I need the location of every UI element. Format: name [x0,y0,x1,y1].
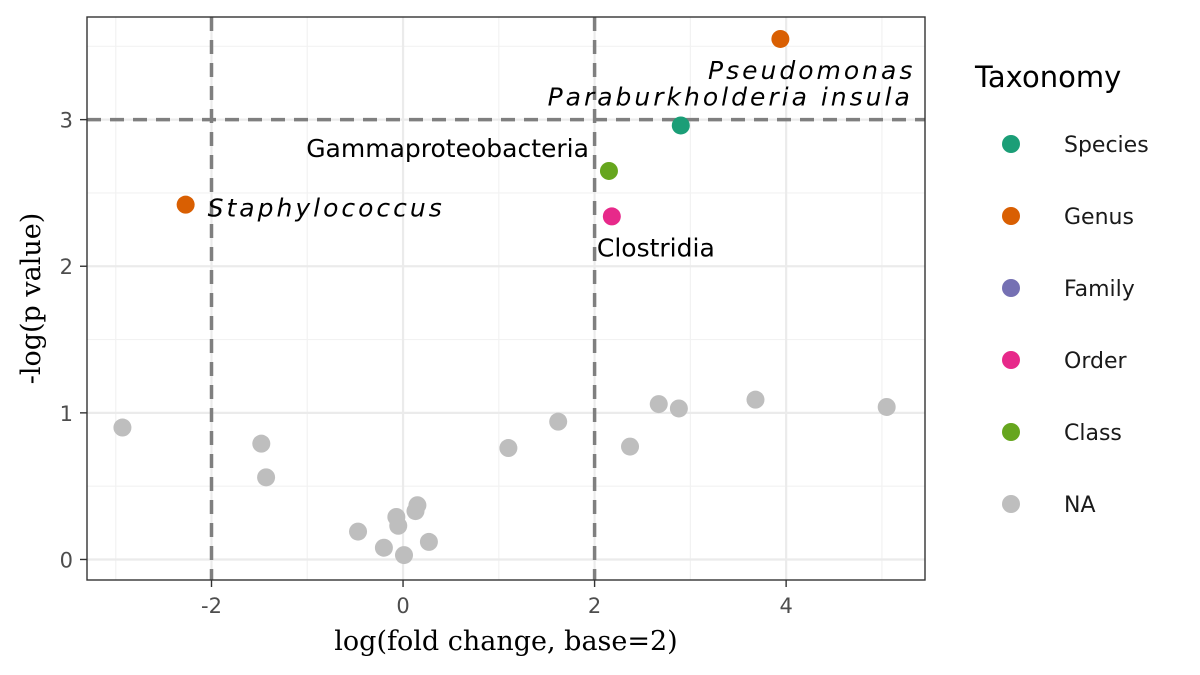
legend-title: Taxonomy [974,60,1121,94]
x-tick-label: 0 [396,594,409,618]
data-point-na [669,399,688,418]
point-label: Clostridia [597,233,715,262]
data-point-species [671,116,690,135]
data-point-na [395,546,414,565]
legend-key-na [1002,495,1020,513]
data-point-na [877,397,896,416]
legend-key-family [1002,279,1020,297]
y-tick-label: 2 [60,255,73,279]
axis-ticks: -2 0 2 4 0 1 2 3 [60,109,793,618]
legend-label-family: Family [1064,277,1135,302]
legend-label-na: NA [1064,493,1096,518]
panel-border [86,16,926,581]
data-point-genus [176,195,195,214]
data-points [113,29,896,565]
data-point-na [649,395,668,414]
y-axis-title: -log(p value) [16,213,47,385]
y-tick-label: 3 [60,109,73,133]
legend-label-order: Order [1064,349,1127,374]
point-label: Gammaproteobacteria [306,134,589,163]
data-point-na [549,412,568,431]
threshold-lines [87,17,925,580]
data-point-na [499,439,518,458]
point-label: Paraburkholderia insula [548,82,913,111]
data-point-na [621,437,640,456]
data-point-na [349,522,368,541]
data-point-na [419,532,438,551]
legend: Taxonomy Species Genus Family Order Class NA [974,60,1149,518]
data-point-na [113,418,132,437]
y-tick-label: 0 [60,548,73,572]
point-label: Pseudomonas [708,56,915,85]
legend-label-species: Species [1064,133,1149,158]
legend-key-genus [1002,207,1020,225]
data-point-class [599,161,618,180]
data-point-na [374,538,393,557]
data-point-order [602,207,621,226]
legend-label-class: Class [1064,421,1122,446]
x-tick-label: 4 [779,594,792,618]
y-tick-label: 1 [60,402,73,426]
x-tick-label: 2 [588,594,601,618]
data-point-na [252,434,271,453]
x-tick-label: -2 [201,594,222,618]
data-point-na [257,468,276,487]
legend-key-species [1002,135,1020,153]
data-point-na [389,516,408,535]
x-axis-title: log(fold change, base=2) [334,626,677,657]
data-point-na [408,496,427,515]
data-point-genus [771,29,790,48]
data-point-na [746,390,765,409]
legend-key-class [1002,423,1020,441]
legend-label-genus: Genus [1064,205,1134,230]
legend-key-order [1002,351,1020,369]
point-label: Staphylococcus [208,194,445,223]
